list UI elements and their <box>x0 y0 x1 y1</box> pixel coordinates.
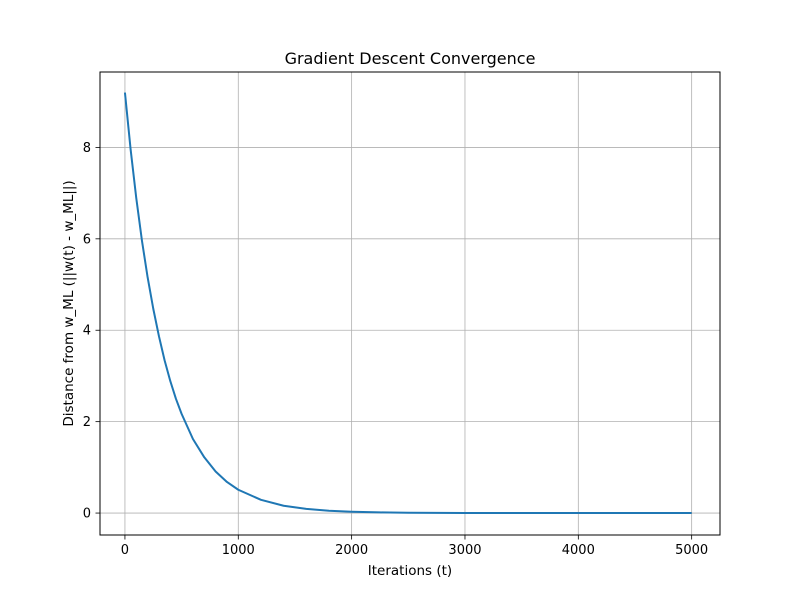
y-tick-label: 2 <box>83 415 91 430</box>
chart-title: Gradient Descent Convergence <box>285 49 536 68</box>
x-tick-label: 3000 <box>448 543 481 558</box>
y-tick-label: 4 <box>83 324 91 339</box>
x-tick-label: 2000 <box>335 543 368 558</box>
axis-ticks: 0 1000 2000 3000 4000 5000 0 2 4 6 8 <box>83 141 708 558</box>
x-tick-label: 0 <box>121 543 129 558</box>
y-axis-label: Distance from w_ML (||w(t) - w_ML||) <box>61 180 77 426</box>
y-tick-label: 8 <box>83 141 91 156</box>
x-tick-label: 4000 <box>562 543 595 558</box>
x-axis-label: Iterations (t) <box>368 563 452 579</box>
x-tick-label: 5000 <box>675 543 708 558</box>
series-layer <box>123 92 692 515</box>
y-tick-label: 0 <box>83 507 91 522</box>
plot-area-frame <box>99 71 721 536</box>
series-line <box>123 92 692 515</box>
grid-lines <box>100 72 720 535</box>
y-tick-label: 6 <box>83 232 91 247</box>
x-tick-label: 1000 <box>222 543 255 558</box>
